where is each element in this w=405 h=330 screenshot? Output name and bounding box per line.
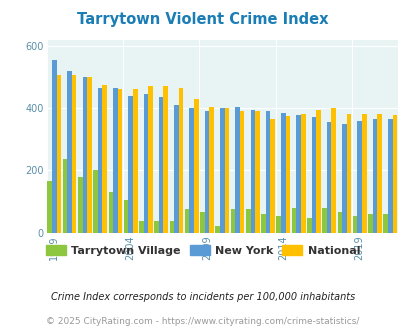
Bar [230,209,234,233]
Bar [254,111,259,233]
Text: Crime Index corresponds to incidents per 100,000 inhabitants: Crime Index corresponds to incidents per… [51,292,354,302]
Bar [78,177,82,233]
Bar [67,71,72,233]
Bar [315,110,320,233]
Bar [56,76,61,233]
Bar [200,213,204,233]
Bar [239,111,244,233]
Bar [341,124,346,233]
Bar [102,85,107,233]
Bar [82,77,87,233]
Bar [280,113,285,233]
Bar [62,159,67,233]
Bar [296,115,300,233]
Bar [124,200,128,233]
Bar [209,107,213,233]
Bar [392,115,396,233]
Bar [154,221,158,233]
Bar [245,209,250,233]
Text: Tarrytown Violent Crime Index: Tarrytown Violent Crime Index [77,12,328,26]
Bar [356,120,361,233]
Bar [87,77,92,233]
Bar [270,119,274,233]
Bar [113,88,117,233]
Bar [132,89,137,233]
Bar [108,192,113,233]
Bar [276,215,280,233]
Bar [224,108,228,233]
Bar [361,114,366,233]
Bar [128,96,132,233]
Bar [387,119,392,233]
Bar [169,221,174,233]
Bar [148,86,152,233]
Bar [189,108,194,233]
Bar [306,218,311,233]
Bar [215,226,220,233]
Bar [260,214,265,233]
Bar [194,99,198,233]
Bar [204,111,209,233]
Bar [163,86,168,233]
Bar [234,107,239,233]
Bar [250,110,254,233]
Bar [52,60,56,233]
Bar [93,170,98,233]
Bar [117,89,122,233]
Bar [178,88,183,233]
Bar [346,114,350,233]
Bar [143,94,148,233]
Bar [330,108,335,233]
Bar [382,214,387,233]
Bar [376,114,381,233]
Legend: Tarrytown Village, New York, National: Tarrytown Village, New York, National [41,240,364,260]
Bar [220,108,224,233]
Bar [184,209,189,233]
Bar [174,105,178,233]
Bar [337,213,341,233]
Bar [291,208,296,233]
Bar [367,214,372,233]
Bar [311,117,315,233]
Bar [265,111,270,233]
Bar [300,114,305,233]
Bar [352,215,356,233]
Bar [326,122,330,233]
Bar [322,208,326,233]
Text: © 2025 CityRating.com - https://www.cityrating.com/crime-statistics/: © 2025 CityRating.com - https://www.city… [46,317,359,326]
Bar [98,88,102,233]
Bar [158,97,163,233]
Bar [47,181,52,233]
Bar [72,76,76,233]
Bar [285,116,290,233]
Bar [139,221,143,233]
Bar [372,119,376,233]
